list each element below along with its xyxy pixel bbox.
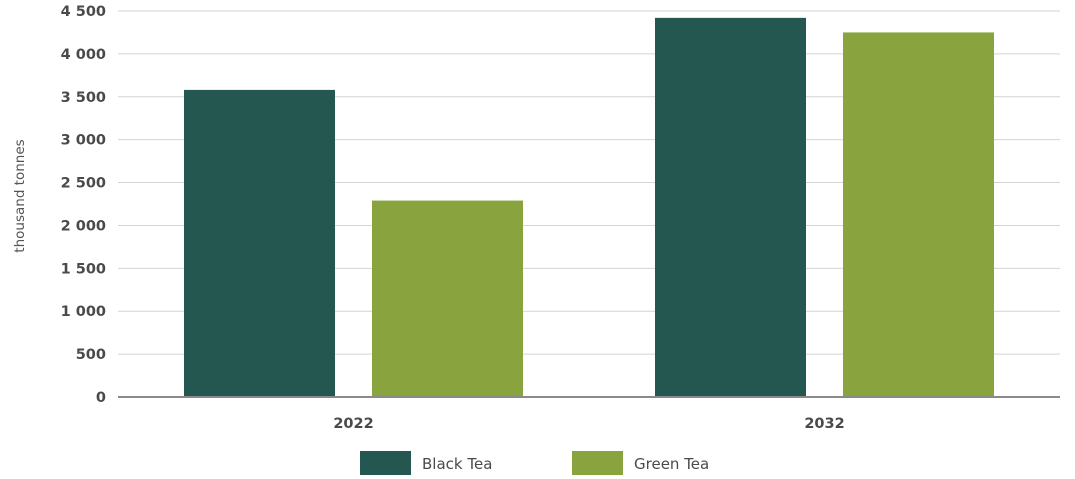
y-axis-label: thousand tonnes — [12, 139, 28, 252]
x-tick-label: 2032 — [804, 416, 844, 432]
bar-green-tea-2022 — [372, 200, 523, 397]
y-tick-label: 1 000 — [61, 304, 106, 320]
y-tick-label: 3 000 — [61, 133, 106, 149]
legend-item-green-tea: Green Tea — [572, 451, 709, 475]
legend-swatch — [572, 451, 623, 475]
x-tick-label: 2022 — [333, 416, 373, 432]
y-tick-label: 0 — [96, 390, 106, 406]
y-tick-label: 4 000 — [61, 47, 106, 63]
y-tick-label: 3 500 — [61, 90, 106, 106]
y-tick-label: 500 — [76, 347, 106, 363]
legend-label: Green Tea — [634, 455, 709, 473]
y-tick-label: 2 000 — [61, 218, 106, 234]
bar-black-tea-2032 — [655, 17, 806, 398]
y-tick-label: 2 500 — [61, 176, 106, 192]
legend-label: Black Tea — [422, 455, 492, 473]
y-axis-ticks: 0 500 1 000 1 500 2 000 2 500 3 000 3 500 4 000 4… — [61, 4, 106, 406]
bar-black-tea-2022 — [184, 89, 335, 397]
legend-swatch — [360, 451, 411, 475]
y-tick-label: 4 500 — [61, 4, 106, 20]
bars — [184, 17, 994, 398]
legend-item-black-tea: Black Tea — [360, 451, 492, 475]
y-tick-label: 1 500 — [61, 261, 106, 277]
legend: Black Tea Green Tea — [360, 451, 709, 475]
bar-green-tea-2032 — [843, 32, 994, 397]
x-axis-ticks: 2022 2032 — [333, 416, 844, 432]
